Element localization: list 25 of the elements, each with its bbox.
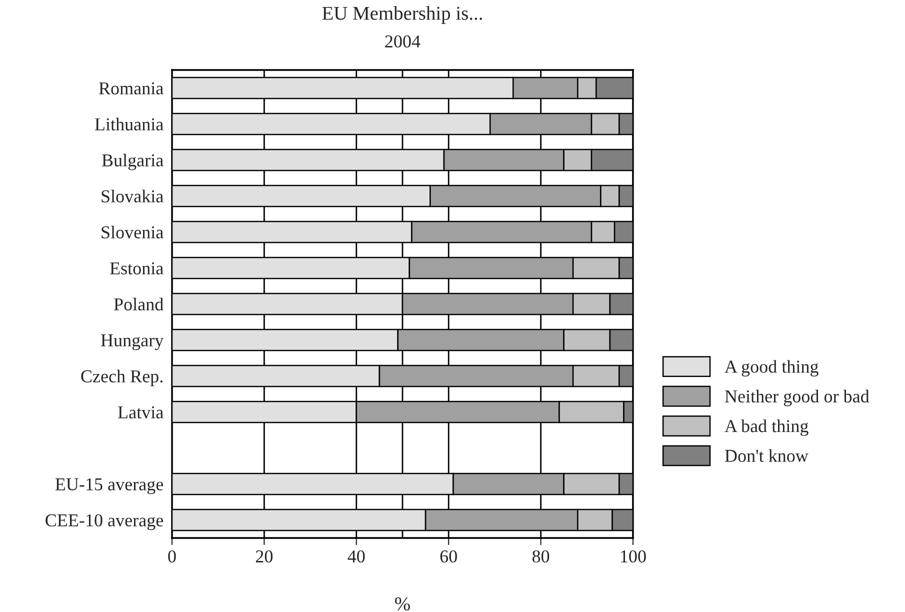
- x-tick-label: 40: [348, 550, 365, 563]
- legend-label: A bad thing: [724, 420, 808, 436]
- x-tick-label: 80: [532, 550, 550, 563]
- legend-label: Don't know: [724, 449, 808, 462]
- x-tick-label: 60: [440, 550, 457, 563]
- y-tick-label: Romania: [98, 82, 164, 94]
- y-tick-label: Czech Rep.: [81, 370, 162, 386]
- y-tick-label: Bulgaria: [102, 154, 164, 170]
- legend-label: Neither good or bad: [724, 390, 870, 406]
- y-tick-label: CEE-10 average: [46, 514, 164, 530]
- y-tick-label: Slovenia: [102, 226, 164, 238]
- x-tick-label: 100: [621, 550, 646, 563]
- y-tick-label: Hungary: [101, 334, 164, 350]
- y-tick-label: Poland: [114, 298, 164, 310]
- x-axis-title: %: [395, 597, 410, 610]
- x-tick-label: 0: [168, 550, 176, 563]
- y-tick-label: Estonia: [110, 262, 164, 274]
- chart-subtitle: 2004: [385, 35, 420, 48]
- x-tick-label: 20: [256, 550, 273, 563]
- y-tick-label: EU-15 average: [55, 478, 164, 494]
- y-tick-label: Slovakia: [102, 190, 164, 202]
- chart-title: EU Membership is...: [322, 6, 482, 24]
- legend-label: A good thing: [724, 360, 818, 376]
- y-tick-label: Lithuania: [94, 118, 164, 130]
- y-tick-label: Latvia: [118, 406, 164, 418]
